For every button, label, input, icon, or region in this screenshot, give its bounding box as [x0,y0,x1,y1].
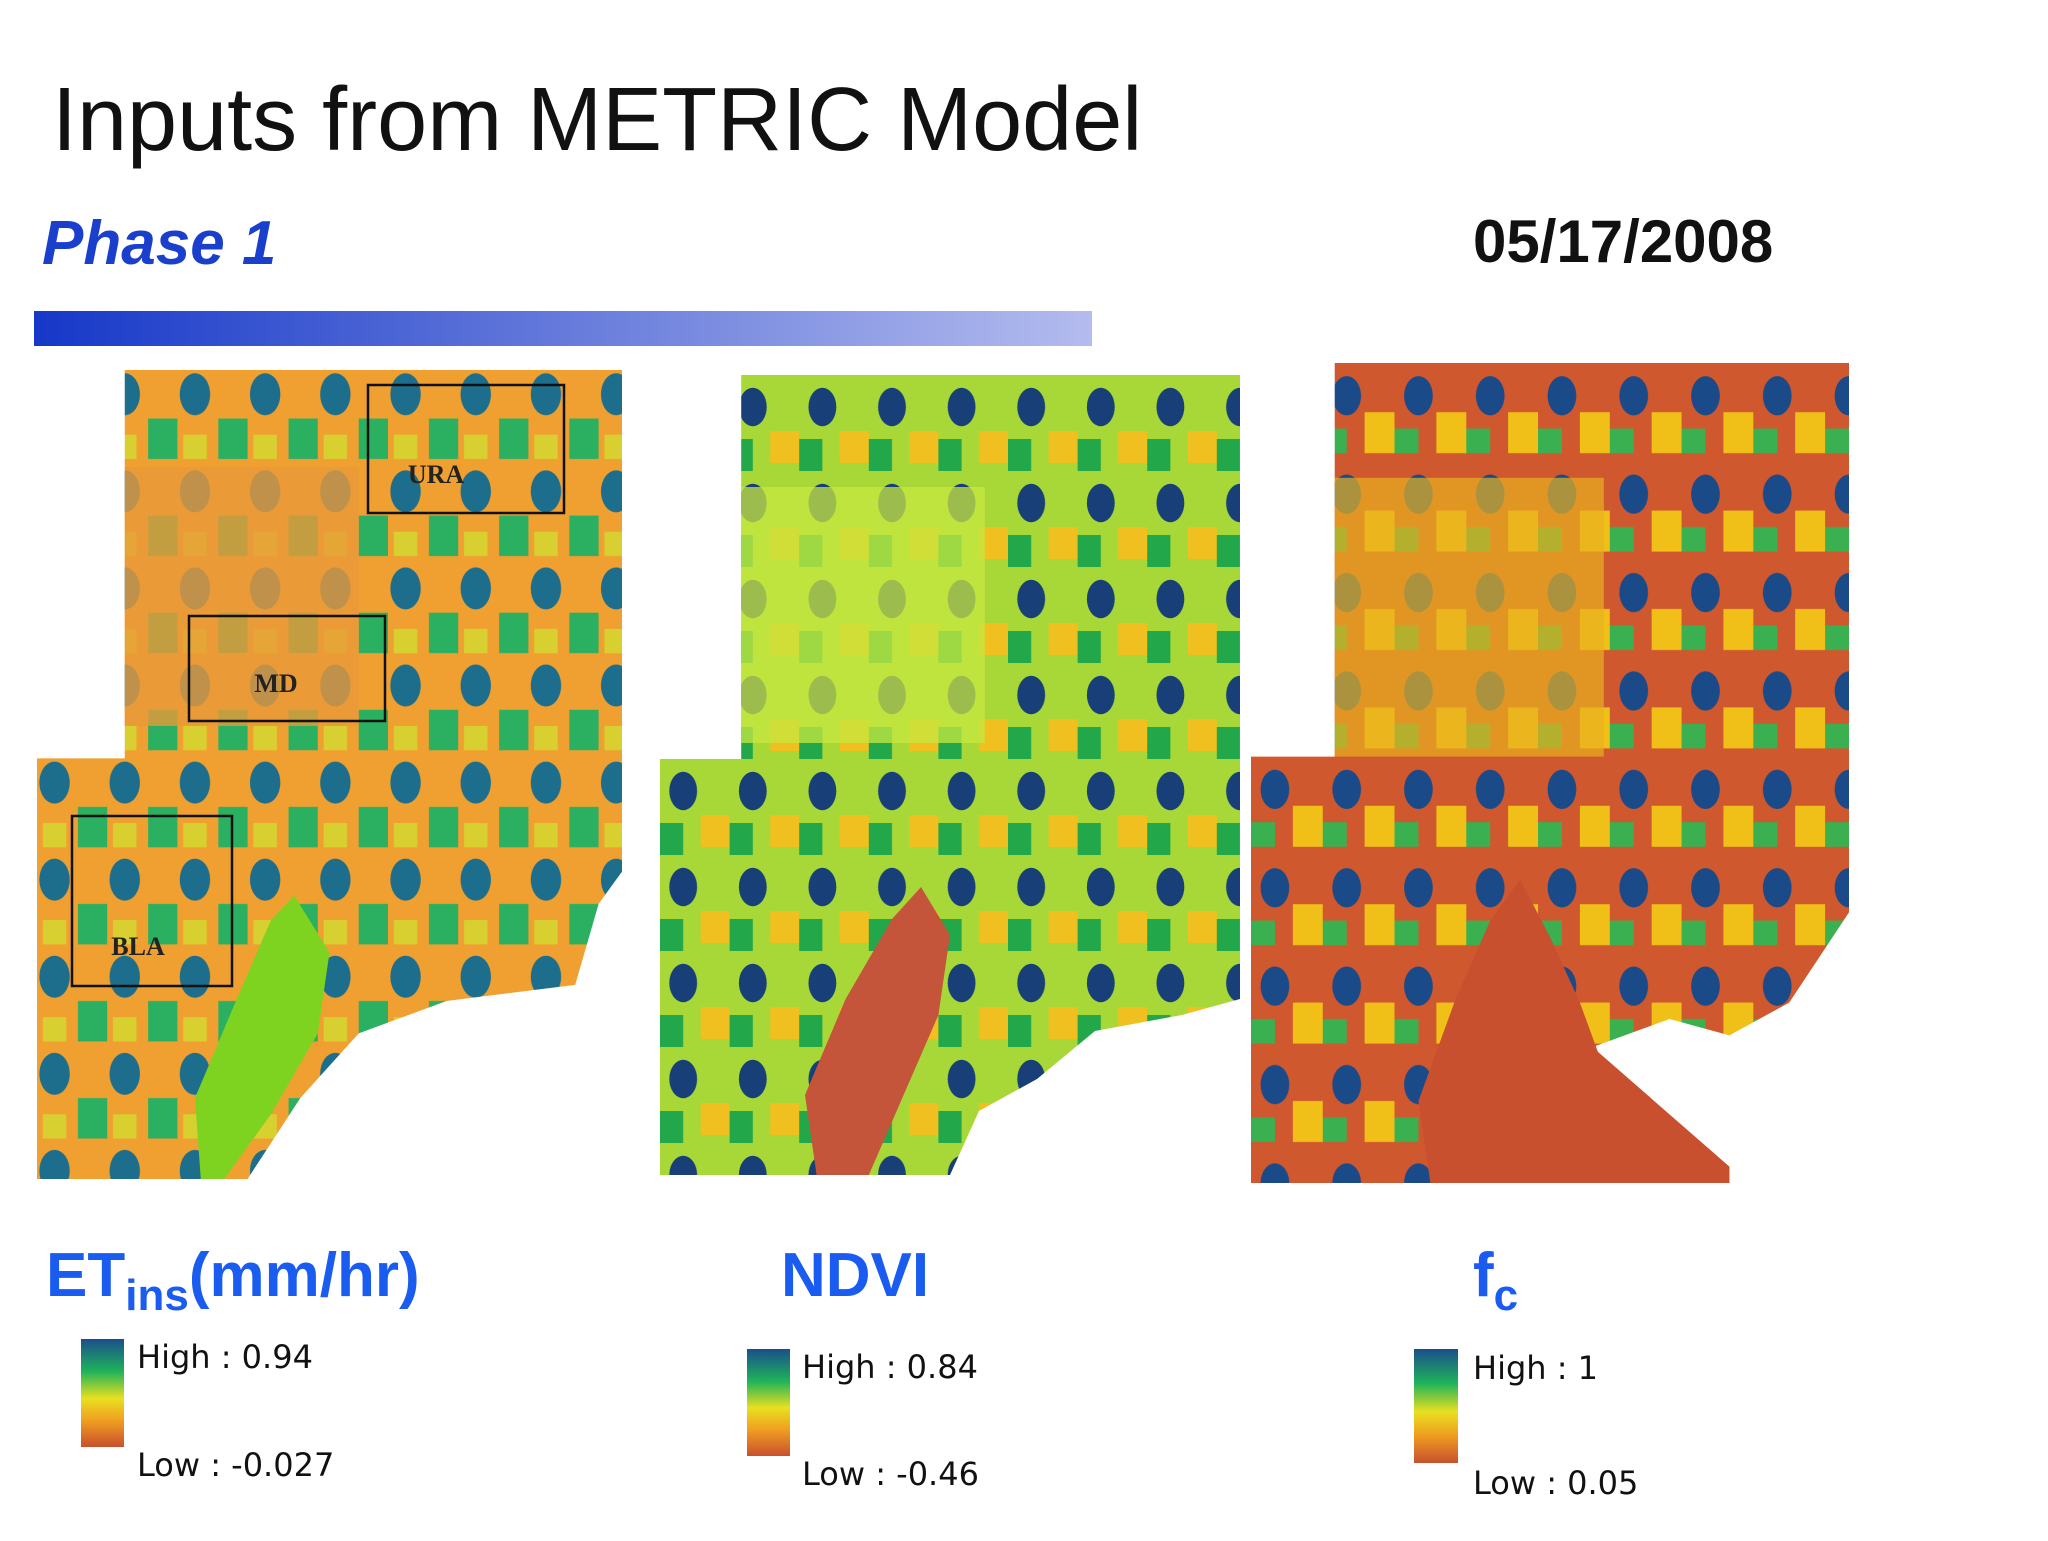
label-sub: c [1494,1271,1518,1320]
region-box [187,614,387,723]
legend-low: Low : -0.46 [802,1455,979,1493]
date: 05/17/2008 [1473,208,1773,275]
legend-high: High : 0.84 [802,1348,978,1386]
et-map [37,370,622,1179]
title: Inputs from METRIC Model [52,70,1142,170]
legend-low: Low : 0.05 [1473,1464,1638,1502]
region-box [70,814,234,988]
legend-colorbar [747,1349,790,1456]
legend-high: High : 0.94 [137,1338,313,1376]
panel-label: NDVI [781,1241,929,1310]
label-main: f [1473,1241,1494,1310]
subtitle: Phase 1 [42,209,276,278]
title-bar [34,311,1092,346]
panel-label: ETins(mm/hr) [46,1241,420,1320]
region-box [366,383,566,515]
region-label: URA [408,460,465,489]
fc-map [1251,363,1849,1183]
legend-colorbar [1414,1349,1458,1463]
label-tail: (mm/hr) [189,1241,420,1310]
label-main: ET [46,1241,125,1310]
legend-low: Low : -0.027 [137,1446,334,1484]
label-sub: ins [125,1271,189,1320]
region-label: MD [254,669,297,698]
region-label: BLA [111,932,165,961]
legend-colorbar [81,1339,124,1447]
legend-high: High : 1 [1473,1349,1598,1387]
ndvi-map [660,375,1240,1175]
panel-label: fc [1473,1241,1518,1320]
